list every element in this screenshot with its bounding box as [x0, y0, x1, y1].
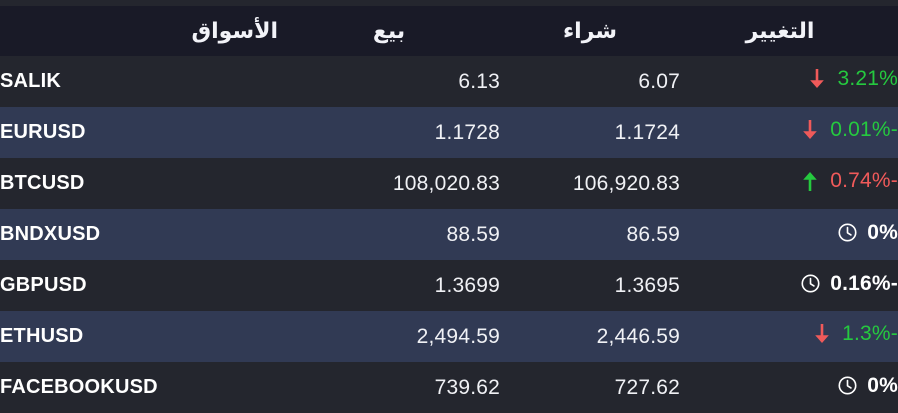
change-value: 0.01%-: [830, 118, 898, 141]
market-symbol: BTCUSD: [0, 172, 85, 194]
cell-sell-price: 108,020.83: [278, 172, 500, 196]
cell-change: 0.16%-: [680, 272, 898, 300]
table-row[interactable]: 0.74%- 106,920.83 108,020.83 BTCUSD: [0, 158, 898, 209]
cell-buy-price: 727.62: [500, 376, 680, 400]
cell-sell-price: 6.13: [278, 70, 500, 94]
buy-price: 2,446.59: [596, 324, 680, 348]
market-symbol: EURUSD: [0, 121, 86, 143]
change-value: 0.74%-: [830, 169, 898, 192]
cell-change: 0%: [680, 221, 898, 249]
cell-buy-price: 6.07: [500, 70, 680, 94]
cell-market-name[interactable]: BNDXUSD: [0, 223, 278, 246]
table-row[interactable]: 0% 86.59 88.59 BNDXUSD: [0, 209, 898, 260]
market-symbol: GBPUSD: [0, 274, 87, 296]
cell-change: 1.3%-: [680, 322, 898, 351]
cell-market-name[interactable]: FACEBOOKUSD: [0, 376, 278, 399]
clock-icon: [836, 221, 858, 245]
change-indicator: 3.21%: [806, 67, 898, 91]
column-header-buy[interactable]: شراء: [562, 18, 618, 43]
clock-icon: [799, 272, 821, 296]
sell-price: 6.13: [458, 69, 500, 93]
change-value: 0%: [867, 220, 898, 244]
column-header-sell[interactable]: بيع: [372, 18, 406, 43]
cell-sell-price: 1.1728: [278, 121, 500, 145]
sell-price: 108,020.83: [392, 171, 500, 195]
table-row[interactable]: 0.16%- 1.3695 1.3699 GBPUSD: [0, 260, 898, 311]
buy-price: 6.07: [638, 69, 680, 93]
change-indicator: 0%: [836, 374, 898, 398]
change-indicator: 0.74%-: [799, 169, 898, 193]
table-body: 3.21% 6.07 6.13 SALIK 0.01%- 1.1724 1.1728 EURU…: [0, 56, 898, 413]
cell-change: 0.74%-: [680, 169, 898, 198]
cell-buy-price: 1.1724: [500, 121, 680, 145]
cell-market-name[interactable]: GBPUSD: [0, 274, 278, 297]
buy-price: 1.1724: [614, 120, 680, 144]
cell-buy-price: 2,446.59: [500, 325, 680, 349]
cell-buy-price: 86.59: [500, 223, 680, 247]
change-indicator: 0.01%-: [799, 118, 898, 142]
cell-buy-price: 106,920.83: [500, 172, 680, 196]
change-indicator: 0.16%-: [799, 272, 898, 296]
cell-market-name[interactable]: BTCUSD: [0, 172, 278, 195]
column-header-change[interactable]: التغيير: [745, 18, 815, 43]
arrow-down-icon: [811, 322, 833, 346]
buy-price: 1.3695: [614, 273, 680, 297]
sell-price: 88.59: [446, 222, 500, 246]
table-row[interactable]: 0% 727.62 739.62 FACEBOOKUSD: [0, 362, 898, 413]
cell-market-name[interactable]: ETHUSD: [0, 325, 278, 348]
table-row[interactable]: 1.3%- 2,446.59 2,494.59 ETHUSD: [0, 311, 898, 362]
cell-sell-price: 2,494.59: [278, 325, 500, 349]
cell-market-name[interactable]: EURUSD: [0, 121, 278, 144]
buy-price: 727.62: [614, 375, 680, 399]
cell-buy-price: 1.3695: [500, 274, 680, 298]
arrow-down-icon: [799, 118, 821, 142]
market-symbol: FACEBOOKUSD: [0, 376, 158, 398]
table-row[interactable]: 0.01%- 1.1724 1.1728 EURUSD: [0, 107, 898, 158]
arrow-down-icon: [806, 67, 828, 91]
table-row[interactable]: 3.21% 6.07 6.13 SALIK: [0, 56, 898, 107]
buy-price: 106,920.83: [572, 171, 680, 195]
sell-price: 2,494.59: [416, 324, 500, 348]
change-value: 0%: [867, 373, 898, 397]
sell-price: 1.3699: [434, 273, 500, 297]
market-symbol: BNDXUSD: [0, 223, 101, 245]
table-header-row: التغيير شراء بيع الأسواق: [0, 6, 898, 56]
arrow-up-icon: [799, 169, 821, 193]
change-value: 3.21%: [837, 67, 898, 90]
cell-market-name[interactable]: SALIK: [0, 70, 278, 93]
cell-sell-price: 88.59: [278, 223, 500, 247]
cell-change: 0.01%-: [680, 118, 898, 147]
market-symbol: ETHUSD: [0, 325, 84, 347]
sell-price: 1.1728: [434, 120, 500, 144]
buy-price: 86.59: [626, 222, 680, 246]
change-value: 0.16%-: [830, 271, 898, 295]
sell-price: 739.62: [434, 375, 500, 399]
change-indicator: 0%: [836, 221, 898, 245]
market-symbol: SALIK: [0, 70, 61, 92]
cell-change: 3.21%: [680, 67, 898, 96]
clock-icon: [836, 374, 858, 398]
cell-change: 0%: [680, 374, 898, 402]
change-indicator: 1.3%-: [811, 322, 898, 346]
column-header-markets[interactable]: الأسواق: [191, 18, 278, 43]
change-value: 1.3%-: [842, 322, 898, 345]
cell-sell-price: 1.3699: [278, 274, 500, 298]
cell-sell-price: 739.62: [278, 376, 500, 400]
